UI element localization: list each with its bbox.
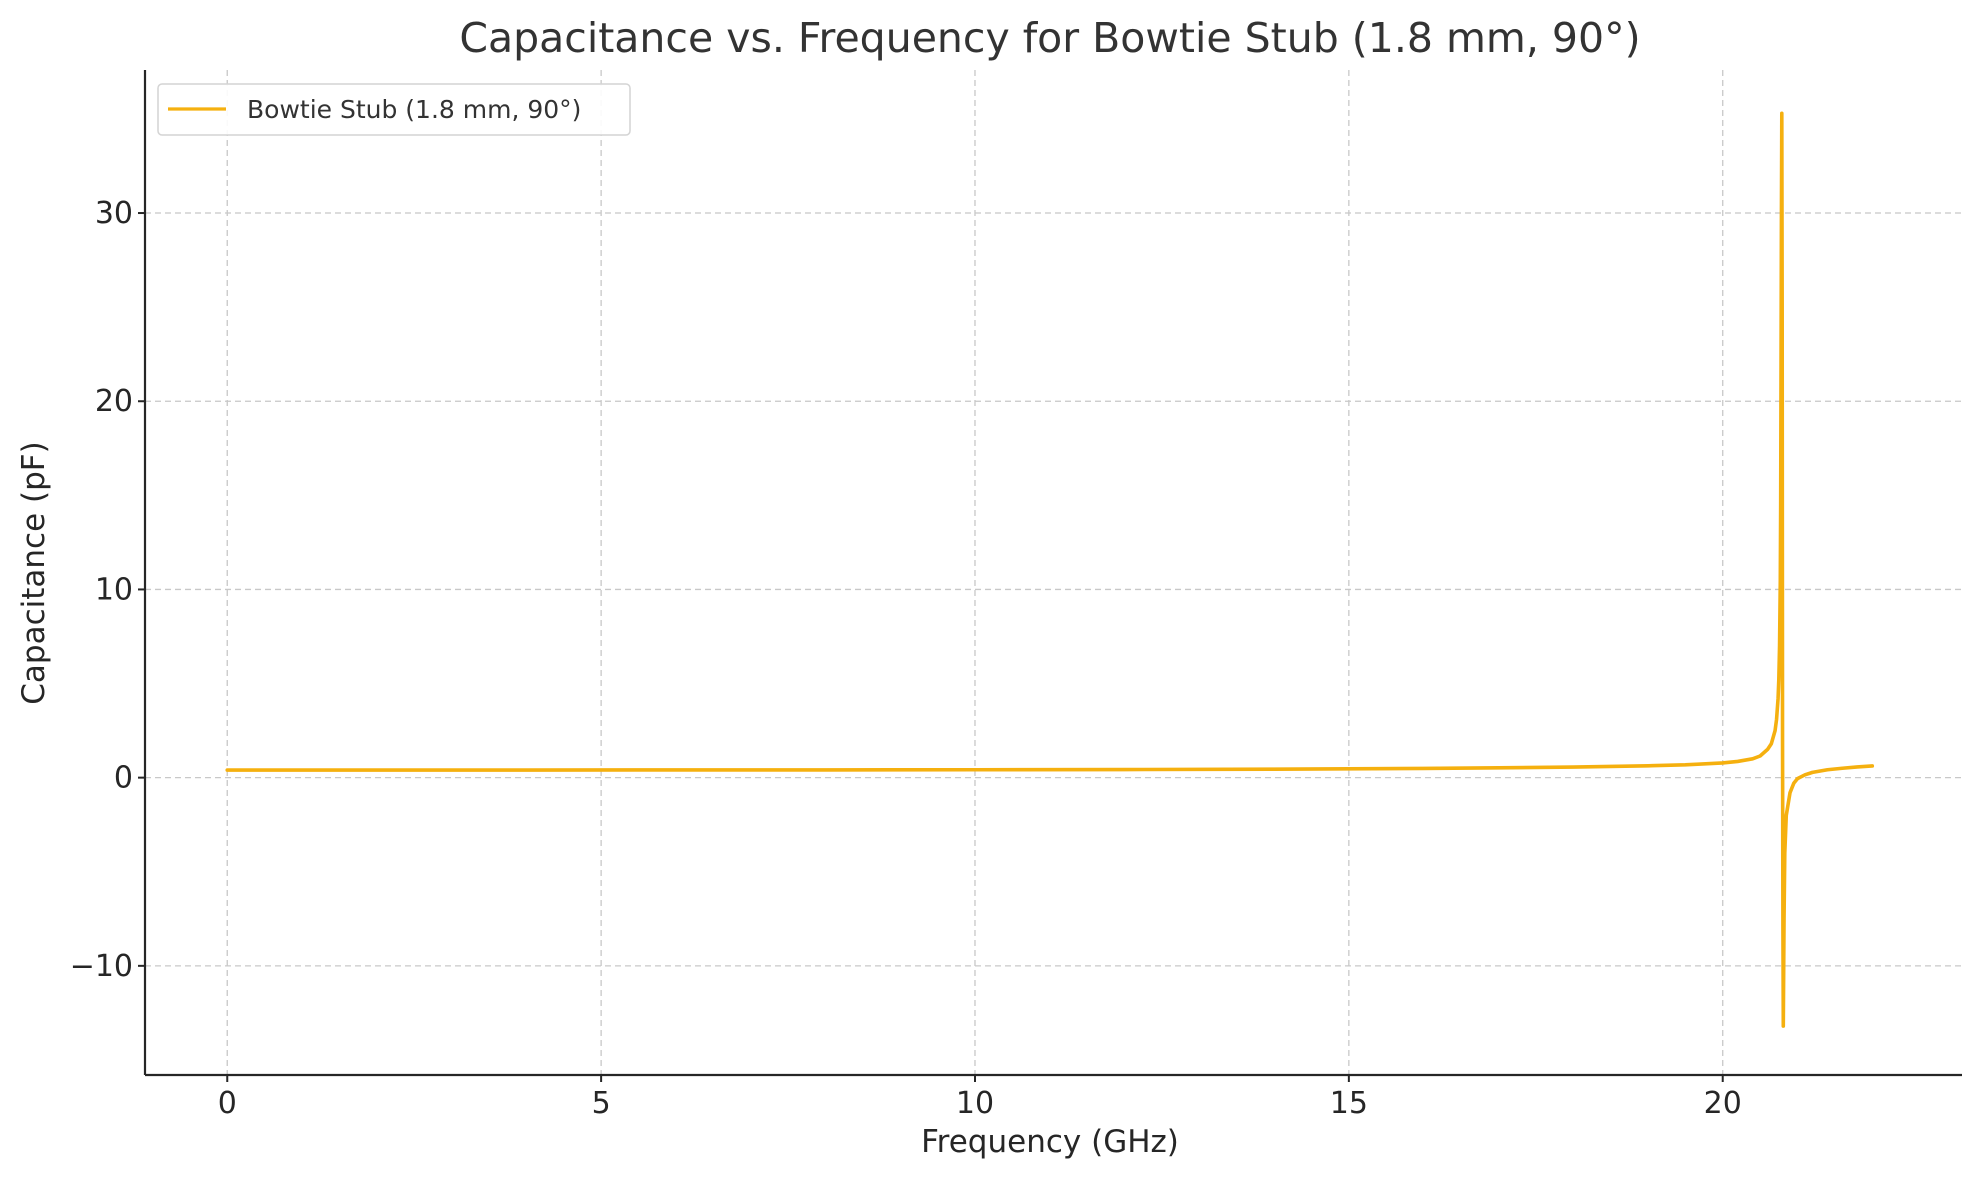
x-tick-label: 20 [1704, 1086, 1742, 1121]
grid [145, 70, 1962, 1075]
x-tick-label: 5 [592, 1086, 611, 1121]
plot-area [225, 111, 1875, 1028]
x-tick-label: 0 [218, 1086, 237, 1121]
x-tick-label: 10 [956, 1086, 994, 1121]
x-axis-label: Frequency (GHz) [921, 1124, 1179, 1160]
chart-title: Capacitance vs. Frequency for Bowtie Stu… [459, 14, 1640, 62]
legend-box [157, 83, 631, 136]
y-axis-ticks: −10 0 10 20 30 [70, 196, 145, 984]
x-axis-ticks: 0 5 10 15 20 [218, 1075, 1742, 1121]
series-line [225, 111, 1875, 1028]
legend: Bowtie Stub (1.8 mm, 90°) [157, 83, 631, 136]
y-tick-label: 30 [95, 196, 133, 231]
y-axis-label: Capacitance (pF) [16, 441, 52, 704]
y-tick-label: −10 [70, 949, 133, 984]
y-tick-label: 20 [95, 384, 133, 419]
y-tick-label: 10 [95, 572, 133, 607]
x-tick-label: 15 [1330, 1086, 1368, 1121]
y-tick-label: 0 [114, 761, 133, 796]
legend-label: Bowtie Stub (1.8 mm, 90°) [247, 95, 581, 124]
